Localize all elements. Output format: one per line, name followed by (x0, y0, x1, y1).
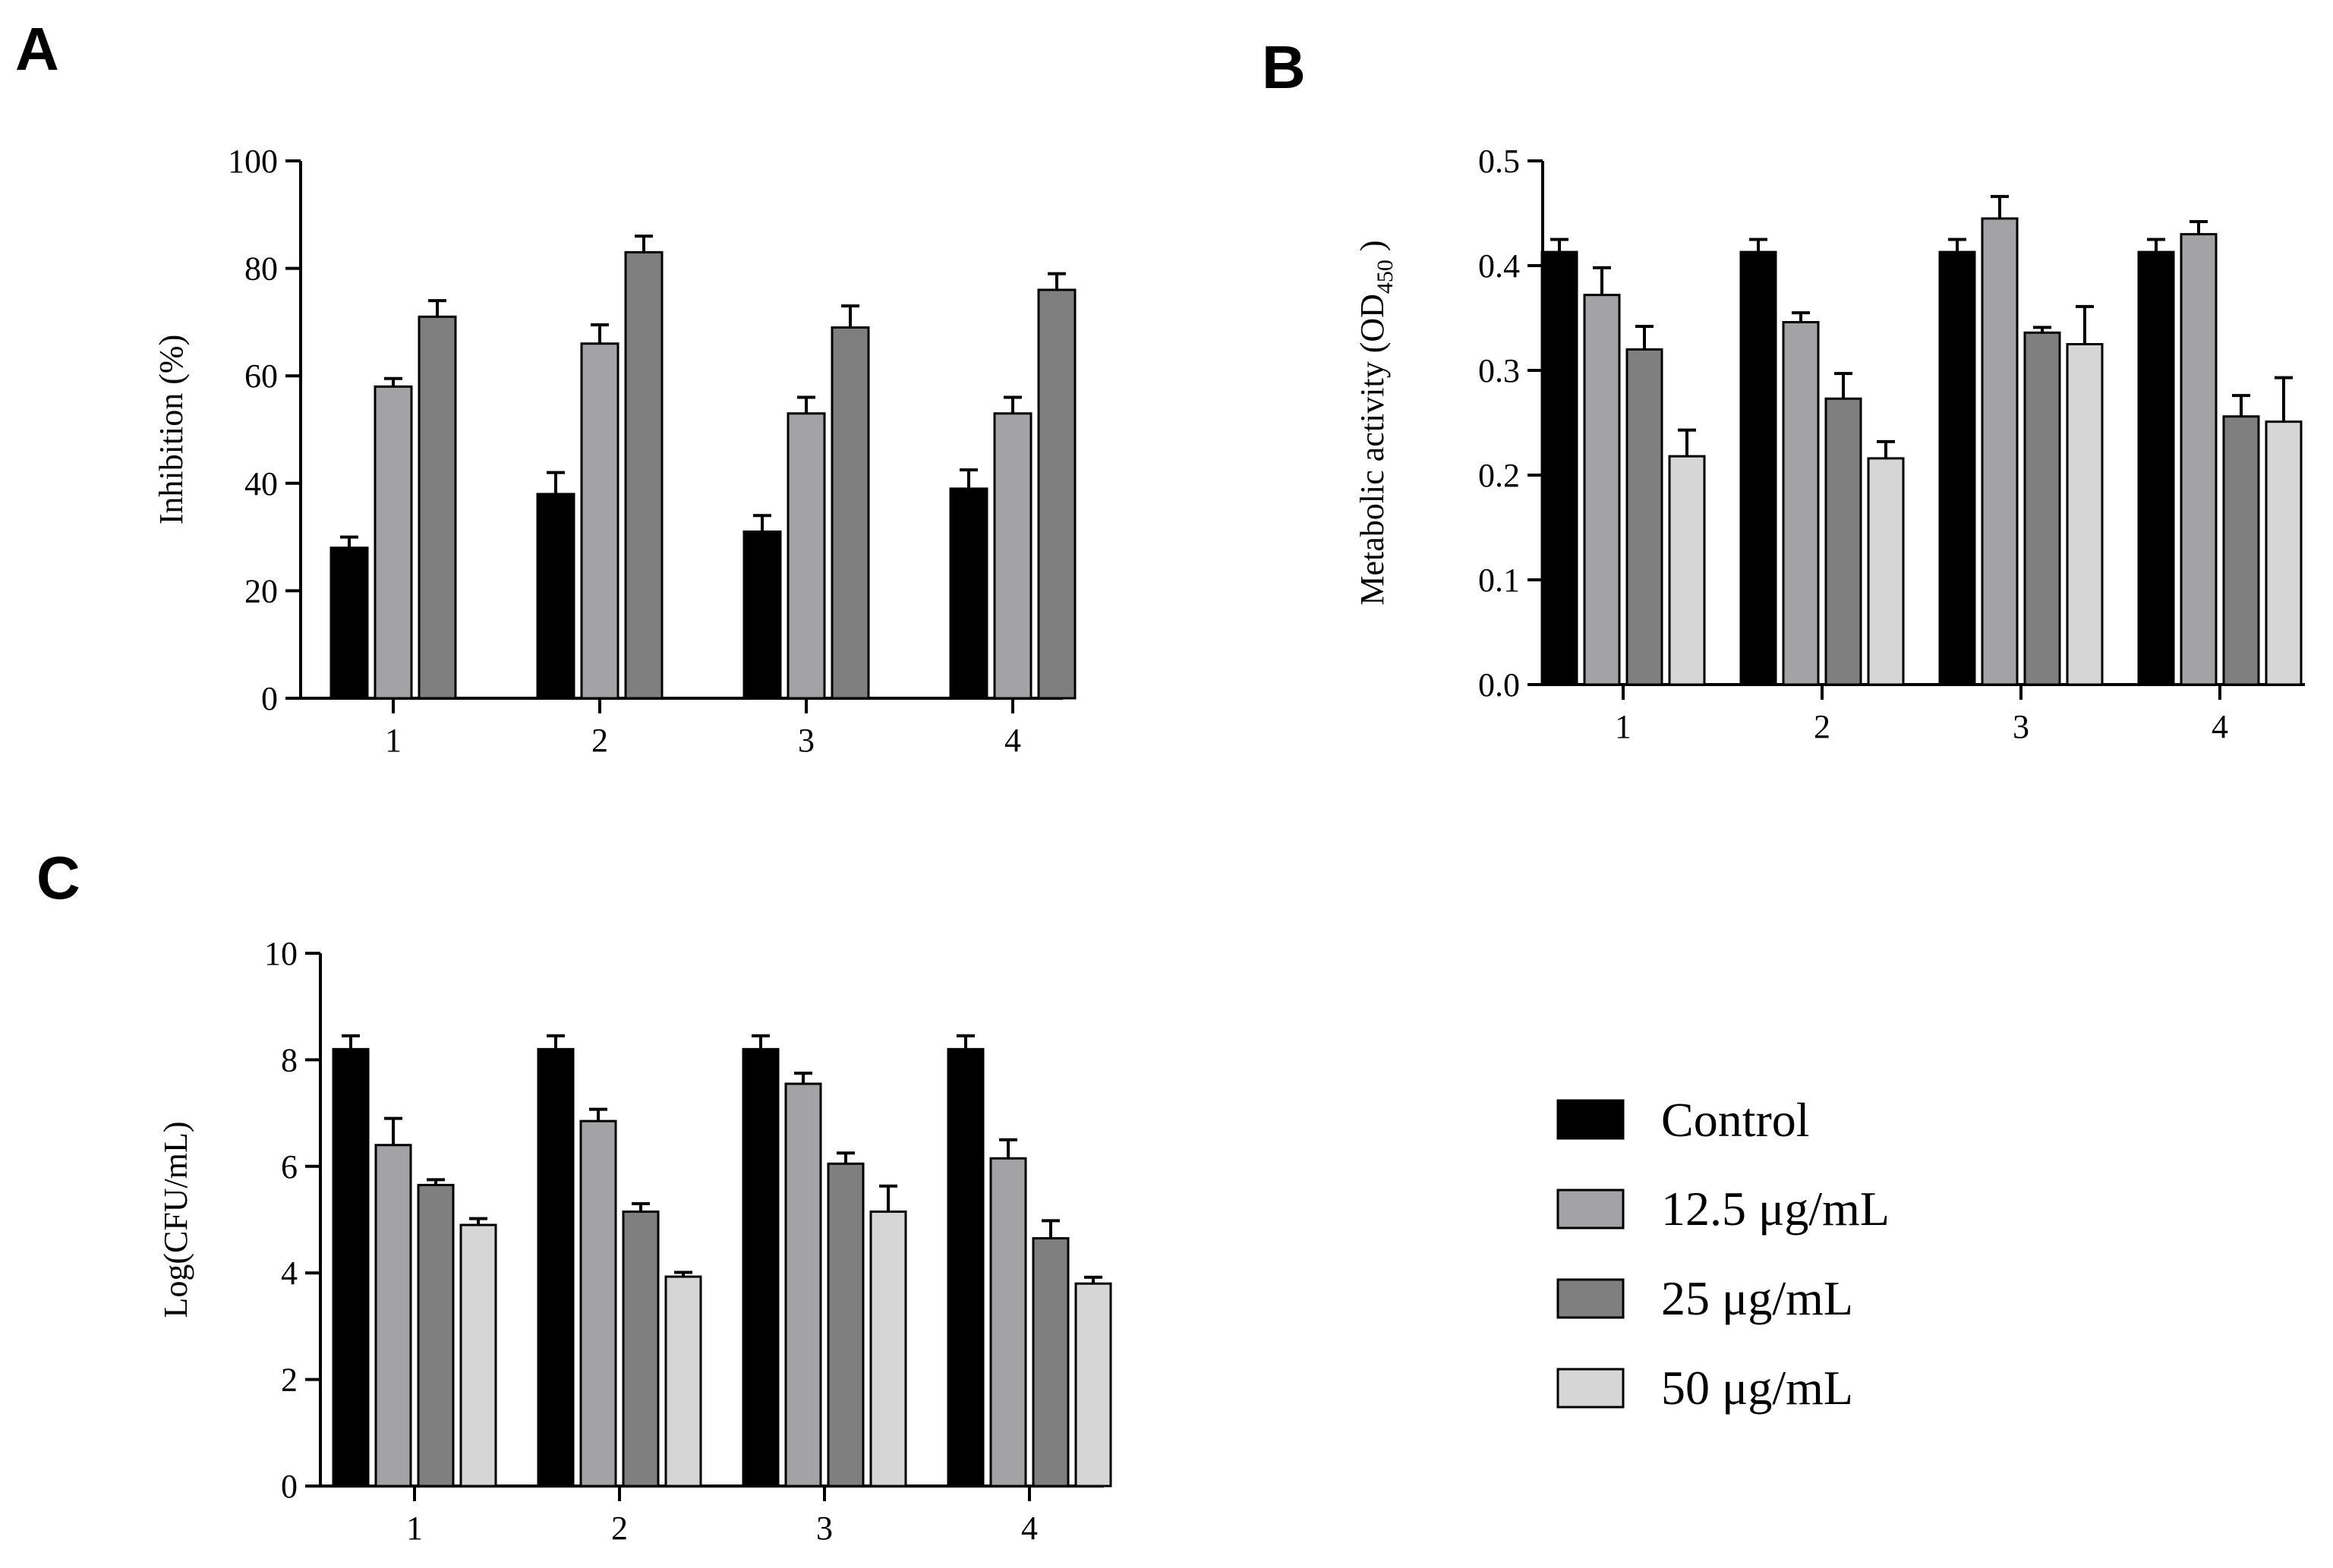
chart-panel-a: 0 20 40 60 80 100 Inhibition (%) 1 2 3 4 (153, 143, 1077, 759)
y-tick-label: 20 (244, 572, 278, 609)
y-tick-label: 80 (244, 250, 278, 288)
x-tick-label: 4 (1004, 722, 1021, 759)
chart-panel-c: 0 2 4 6 8 10 Log(CFU/mL) 1 2 3 4 (157, 935, 1112, 1547)
x-tick-label: 3 (816, 1510, 833, 1547)
bar (332, 1047, 370, 1488)
bar (1668, 455, 1706, 686)
x-tick-label: 3 (2013, 708, 2029, 745)
bar (1824, 397, 1862, 686)
x-tick-label: 1 (406, 1510, 423, 1547)
y-tick-label: 0.5 (1478, 143, 1520, 180)
y-tick-label: 0.3 (1478, 352, 1520, 389)
bar (827, 1162, 865, 1488)
bar (989, 1157, 1027, 1488)
bar (869, 1210, 907, 1488)
x-tick-label: 4 (2212, 708, 2228, 745)
bar (537, 1047, 575, 1488)
bar (374, 385, 413, 700)
x-tick-label: 4 (1021, 1510, 1038, 1547)
legend-swatch-50 (1556, 1368, 1625, 1409)
y-tick-label: 0.0 (1478, 666, 1520, 704)
legend-label-50: 50 μg/mL (1661, 1361, 1853, 1415)
bar (536, 493, 575, 700)
y-tick-label: 0 (281, 1468, 298, 1505)
bar (374, 1144, 412, 1488)
y-axis-title: Metabolic activity (OD450 ) (1354, 240, 1398, 605)
bar (417, 1183, 455, 1488)
bar (2180, 233, 2218, 686)
panel-letter-a: A (15, 15, 59, 83)
panel-letter-b: B (1262, 33, 1306, 101)
bar (1739, 250, 1777, 686)
legend: Control 12.5 μg/mL 25 μg/mL 50 μg/mL (1556, 1093, 1890, 1415)
y-tick-label: 0.2 (1478, 457, 1520, 494)
panel-letter-c: C (36, 844, 80, 912)
bar (2023, 331, 2061, 686)
bar (2066, 343, 2104, 686)
legend-label-control: Control (1661, 1093, 1810, 1147)
bar (831, 326, 870, 700)
bar (742, 531, 782, 700)
x-tick-label: 1 (1615, 708, 1632, 745)
y-tick-label: 8 (281, 1041, 298, 1078)
bar (1938, 250, 1976, 686)
bar (742, 1047, 780, 1488)
bar (2137, 250, 2175, 686)
bar (2265, 420, 2303, 686)
bar (418, 315, 457, 700)
x-tick-label: 2 (611, 1510, 628, 1547)
y-tick-label: 6 (281, 1148, 298, 1185)
x-tick-label: 3 (798, 722, 815, 759)
bar (1782, 321, 1820, 686)
y-axis-title: Inhibition (%) (153, 335, 190, 525)
bar (2222, 415, 2260, 686)
y-tick-label: 4 (281, 1255, 298, 1292)
y-tick-label: 2 (281, 1362, 298, 1399)
x-tick-label: 1 (385, 722, 402, 759)
y-tick-label: 40 (244, 465, 278, 502)
y-tick-label: 0 (261, 680, 278, 717)
bar (459, 1223, 497, 1488)
x-tick-label: 2 (591, 722, 608, 759)
x-tick-label: 2 (1814, 708, 1830, 745)
bar (329, 546, 369, 700)
bar (1583, 294, 1621, 686)
y-tick-label: 0.1 (1478, 562, 1520, 599)
bar (1981, 217, 2019, 686)
legend-swatch-control (1556, 1099, 1625, 1140)
bar (580, 342, 620, 700)
y-tick-label: 10 (264, 935, 298, 972)
bar (784, 1082, 822, 1488)
bar (664, 1275, 702, 1488)
y-axis-title: Log(CFU/mL) (157, 1121, 194, 1318)
bar (947, 1047, 985, 1488)
bar (787, 412, 826, 700)
bar (1540, 250, 1578, 686)
y-tick-label: 60 (244, 357, 278, 395)
chart-panel-b: 0.0 0.1 0.2 0.3 0.4 0.5 Metabolic activity (OD… (1354, 143, 2305, 745)
bar (1867, 457, 1905, 686)
y-tick-label: 100 (228, 143, 278, 180)
bar (624, 250, 664, 700)
legend-swatch-25 (1556, 1278, 1625, 1319)
bar (1074, 1282, 1112, 1488)
legend-label-25: 25 μg/mL (1661, 1271, 1853, 1325)
bar (1625, 348, 1663, 686)
bar (1032, 1237, 1070, 1488)
bar (622, 1210, 660, 1488)
legend-swatch-12-5 (1556, 1189, 1625, 1230)
bar (993, 412, 1033, 700)
legend-label-12-5: 12.5 μg/mL (1661, 1182, 1890, 1236)
bar (1037, 288, 1077, 700)
bar (579, 1119, 617, 1488)
y-tick-label: 0.4 (1478, 247, 1520, 285)
bar (949, 487, 988, 700)
